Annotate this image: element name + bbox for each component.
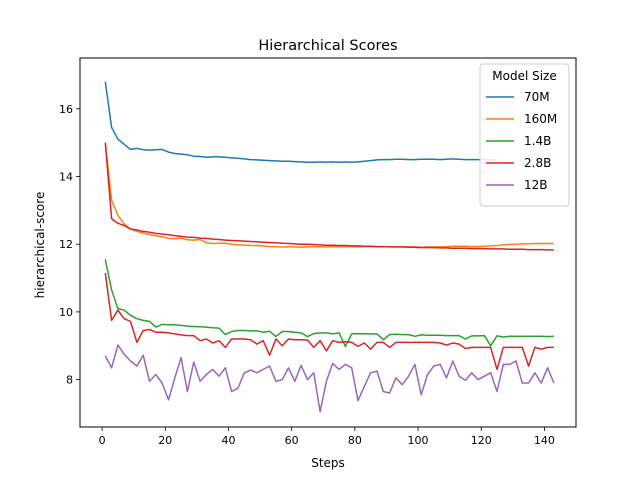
x-tick-label: 100 [408, 434, 429, 447]
series-layer [104, 81, 555, 413]
y-tick-label: 16 [59, 103, 73, 116]
x-tick-label: 20 [158, 434, 172, 447]
ticks-layer: 0 20 40 60 80 100 120 140 8 10 12 14 16 [59, 103, 555, 447]
x-tick-label: 60 [285, 434, 299, 447]
x-tick-label: 120 [471, 434, 492, 447]
series-line-1 [104, 142, 554, 248]
x-tick-label: 0 [99, 434, 106, 447]
legend-label: 2.8B [524, 156, 551, 170]
legend-frame [479, 63, 570, 207]
series-line-3 [104, 142, 554, 251]
legend-label: 70M [524, 90, 550, 104]
series-line-5 [104, 344, 555, 413]
x-tick-label: 40 [221, 434, 235, 447]
legend-label: 1.4B [524, 134, 551, 148]
y-axis-label: hierarchical-score [33, 192, 47, 299]
y-tick-label: 12 [59, 238, 73, 251]
x-tick-label: 80 [348, 434, 362, 447]
chart-title: Hierarchical Scores [258, 38, 397, 54]
legend-label: 12B [524, 178, 548, 192]
legend-label: 160M [524, 112, 557, 126]
x-tick-label: 140 [534, 434, 555, 447]
legend-title: Model Size [492, 69, 556, 83]
y-tick-label: 8 [66, 374, 73, 387]
series-line-4 [104, 272, 554, 371]
y-tick-label: 10 [59, 306, 73, 319]
series-line-2 [104, 259, 554, 348]
y-tick-label: 14 [59, 170, 73, 183]
series-line-0 [104, 81, 497, 164]
x-axis-label: Steps [311, 456, 345, 470]
plot-area-frame [79, 57, 577, 428]
legend: Model Size 70M 160M 1.4B 2.8B 12B [479, 63, 570, 207]
